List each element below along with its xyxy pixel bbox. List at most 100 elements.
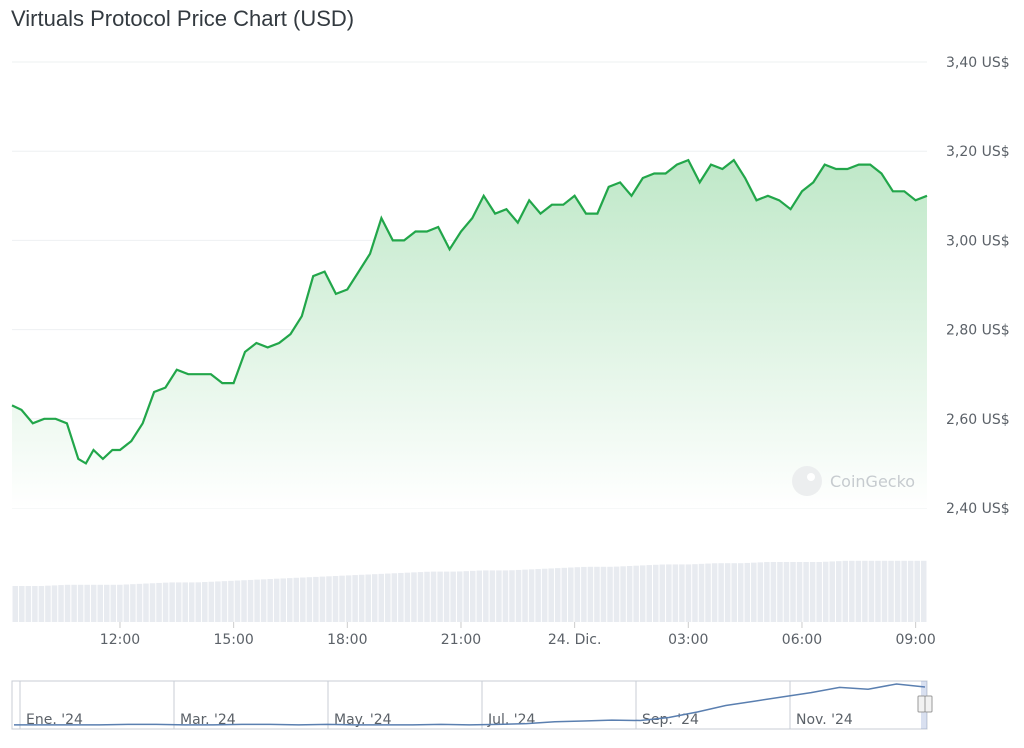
- y-tick-label: 3,00 US$: [946, 233, 1010, 249]
- volume-bar: [829, 561, 835, 622]
- volume-bar: [228, 580, 234, 622]
- volume-bar: [633, 565, 639, 622]
- volume-bars: [12, 560, 927, 622]
- volume-bar: [287, 578, 293, 622]
- volume-bar: [907, 560, 914, 622]
- navigator-tick-label: Mar. '24: [180, 712, 236, 728]
- volume-bar: [104, 584, 110, 622]
- volume-bar: [470, 570, 476, 622]
- volume-bar: [613, 566, 620, 622]
- navigator-tick-label: Sep. '24: [642, 712, 699, 728]
- volume-bar: [123, 584, 130, 622]
- y-axis-ticks: 3,40 US$ 3,20 US$ 3,00 US$ 2,80 US$ 2,60 US$…: [946, 55, 1010, 517]
- volume-bar: [554, 568, 561, 622]
- volume-bar: [646, 565, 652, 622]
- x-tick-label: 21:00: [441, 632, 481, 648]
- volume-bar: [195, 582, 202, 622]
- volume-bar: [764, 562, 770, 622]
- volume-bar: [711, 563, 718, 622]
- volume-bar: [836, 561, 842, 622]
- volume-bar: [751, 562, 757, 622]
- volume-bar: [306, 577, 313, 622]
- volume-bar: [162, 582, 169, 622]
- volume-bar: [483, 570, 489, 622]
- volume-bar: [241, 580, 247, 622]
- volume-bar: [515, 569, 522, 622]
- volume-bar: [411, 572, 417, 622]
- volume-bar: [816, 562, 822, 622]
- volume-bar: [548, 568, 554, 622]
- volume-bar: [855, 560, 862, 622]
- volume-bar: [796, 562, 803, 622]
- navigator-handle-left[interactable]: [917, 695, 926, 713]
- volume-bar: [398, 572, 404, 622]
- volume-bar: [313, 576, 319, 622]
- volume-bar: [260, 579, 267, 622]
- volume-bar: [783, 562, 790, 622]
- navigator[interactable]: Ene. '24 Mar. '24 May. '24 Jul. '24 Sep. '24…: [11, 680, 933, 730]
- volume-bar: [509, 570, 515, 622]
- y-tick-label: 2,40 US$: [946, 501, 1010, 517]
- navigator-handle-right[interactable]: [924, 695, 933, 713]
- volume-bar: [208, 581, 215, 622]
- x-axis-ticks: 12:00 15:00 18:00 21:00 24. Dic. 03:00 06:00 09…: [100, 622, 936, 648]
- volume-bar: [84, 584, 90, 622]
- volume-bar: [901, 560, 907, 622]
- volume-bar: [417, 572, 424, 622]
- volume-bar: [724, 563, 731, 622]
- volume-bar: [450, 571, 456, 622]
- volume-bar: [97, 584, 103, 622]
- volume-bar: [182, 582, 188, 622]
- volume-bar: [770, 562, 777, 622]
- volume-bar: [894, 560, 901, 622]
- volume-bar: [358, 574, 365, 622]
- volume-bar: [456, 571, 463, 622]
- volume-bar: [149, 583, 156, 622]
- volume-bar: [77, 584, 84, 622]
- volume-bar: [424, 571, 430, 622]
- price-line: [11, 158, 928, 465]
- volume-bar: [293, 577, 300, 622]
- navigator-line: [14, 683, 926, 726]
- volume-bar: [378, 573, 385, 622]
- volume-bar: [117, 584, 123, 622]
- volume-bar: [639, 565, 646, 622]
- volume-bar: [202, 582, 208, 622]
- volume-bar: [280, 578, 286, 622]
- volume-bar: [620, 566, 626, 622]
- volume-bar: [58, 585, 64, 622]
- volume-bar: [659, 564, 666, 622]
- volume-bar: [587, 566, 594, 622]
- navigator-frame: [11, 680, 928, 730]
- volume-bar: [653, 564, 659, 622]
- volume-bar: [326, 576, 332, 622]
- volume-bar: [574, 567, 581, 622]
- volume-bar: [666, 564, 672, 622]
- volume-bar: [234, 580, 241, 622]
- volume-bar: [38, 585, 45, 622]
- volume-bar: [332, 575, 339, 622]
- volume-bar: [528, 569, 535, 622]
- volume-bar: [352, 575, 358, 622]
- volume-bar: [842, 560, 849, 622]
- volume-bar: [757, 562, 764, 622]
- volume-bar: [705, 563, 711, 622]
- volume-bar: [737, 563, 744, 622]
- volume-bar: [273, 578, 280, 622]
- volume-bar: [541, 568, 548, 622]
- volume-bar: [365, 574, 371, 622]
- volume-bar: [169, 582, 175, 622]
- volume-bar: [267, 579, 273, 622]
- volume-bar: [443, 571, 450, 622]
- coingecko-logo-eye-icon: [807, 473, 815, 481]
- volume-bar: [685, 564, 692, 622]
- volume-bar: [404, 572, 411, 622]
- volume-bar: [385, 573, 391, 622]
- volume-bar: [672, 564, 679, 622]
- volume-bar: [90, 584, 97, 622]
- volume-bar: [51, 585, 58, 622]
- navigator-tick-label: Ene. '24: [26, 712, 83, 728]
- volume-bar: [594, 566, 600, 622]
- volume-bar: [319, 576, 326, 622]
